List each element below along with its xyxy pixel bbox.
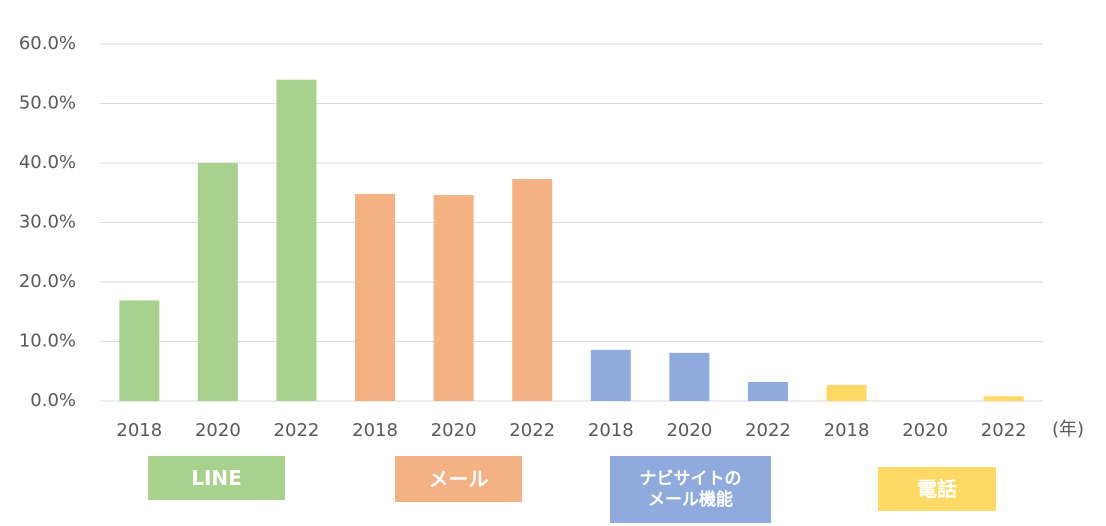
x-tick-label: 2022 [745, 420, 791, 441]
bar [983, 396, 1024, 401]
group-label: LINE [148, 456, 285, 500]
y-tick-label: 50.0% [19, 93, 76, 114]
x-axis-unit: (年) [1052, 419, 1084, 440]
y-tick-label: 20.0% [19, 271, 76, 292]
x-tick-label: 2020 [431, 420, 477, 441]
y-tick-label: 60.0% [19, 33, 76, 54]
x-tick-label: 2018 [824, 420, 870, 441]
bar [826, 384, 867, 401]
bar [197, 163, 238, 401]
bar [119, 300, 160, 401]
y-tick-label: 30.0% [19, 212, 76, 233]
y-tick-label: 40.0% [19, 152, 76, 173]
x-tick-label: 2020 [195, 420, 241, 441]
group-label: メール [395, 456, 522, 502]
y-tick-label: 10.0% [19, 331, 76, 352]
x-tick-label: 2018 [352, 420, 398, 441]
x-tick-label: 2022 [274, 420, 320, 441]
x-tick-label: 2018 [116, 420, 162, 441]
bar [433, 195, 474, 401]
bar [590, 349, 631, 401]
bar [512, 179, 553, 401]
x-tick-label: 2018 [588, 420, 634, 441]
bar [276, 79, 317, 401]
x-tick-label: 2020 [666, 420, 712, 441]
x-tick-label: 2022 [509, 420, 555, 441]
x-tick-label: 2020 [902, 420, 948, 441]
x-tick-label: 2022 [981, 420, 1027, 441]
group-label: ナビサイトの メール機能 [610, 456, 771, 523]
group-label: 電話 [878, 467, 996, 511]
bar [355, 193, 396, 401]
y-tick-label: 0.0% [30, 390, 76, 411]
bar [747, 381, 788, 401]
bar [669, 352, 710, 401]
